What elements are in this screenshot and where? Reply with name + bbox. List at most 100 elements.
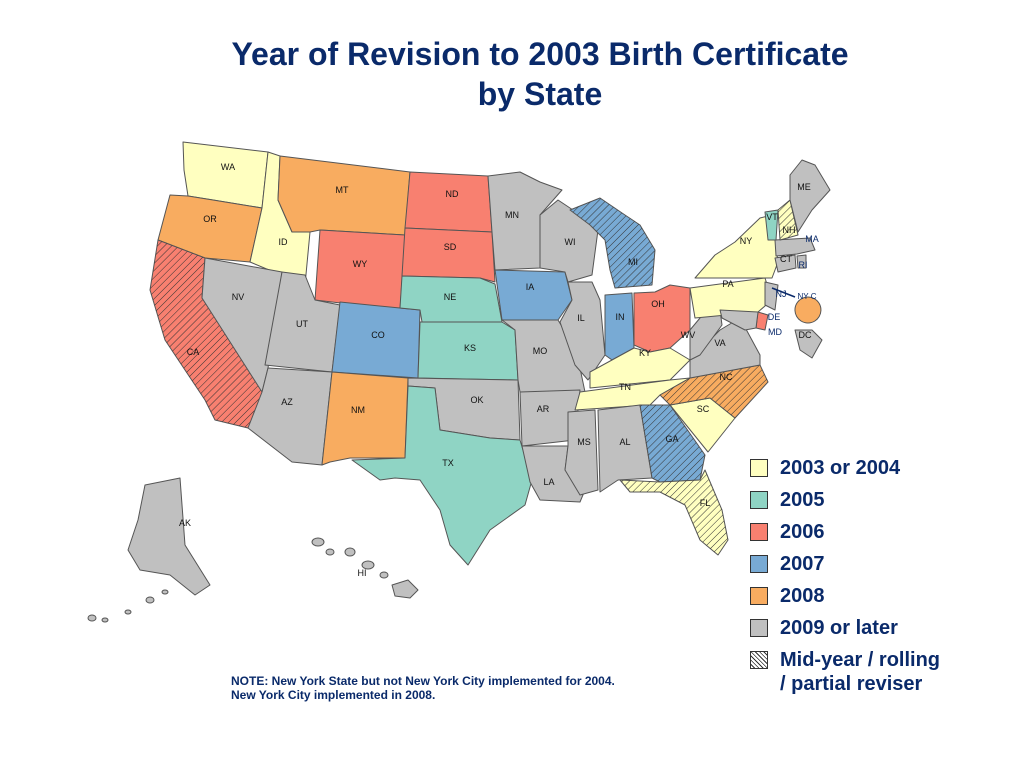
state-nyc: [794, 296, 822, 324]
legend-label: 2009 or later: [780, 617, 898, 639]
state-label-wy: WY: [353, 259, 368, 269]
state-label-ky: KY: [639, 348, 651, 358]
state-label-vt: VT: [766, 212, 778, 222]
state-label-ny: NY: [740, 236, 753, 246]
state-il: [559, 281, 606, 381]
legend-swatch: [750, 651, 768, 669]
state-ct: [774, 254, 797, 273]
title-line-1: Year of Revision to 2003 Birth Certifica…: [231, 36, 849, 72]
aleutian-island-4: [161, 589, 169, 595]
legend-item: 2003 or 2004: [750, 456, 1020, 480]
state-label-co: CO: [371, 330, 385, 340]
state-label-ks: KS: [464, 343, 476, 353]
state-pa: [689, 277, 773, 319]
state-md: [719, 309, 759, 331]
state-sd: [401, 227, 496, 283]
state-label-az: AZ: [281, 397, 293, 407]
legend-label: 2006: [780, 521, 825, 543]
state-fl-hatch: [620, 470, 728, 555]
state-ca-hatch: [150, 240, 268, 428]
state-label-nc: NC: [720, 372, 733, 382]
state-dc: [794, 329, 823, 359]
state-label-nyc: NY C: [798, 292, 817, 301]
legend-swatch: [750, 587, 768, 605]
legend-item: 2007: [750, 552, 1020, 576]
state-label-wa: WA: [221, 162, 235, 172]
state-label-mn: MN: [505, 210, 519, 220]
state-label-oh: OH: [651, 299, 665, 309]
state-label-in: IN: [616, 312, 625, 322]
legend-label: 2008: [780, 585, 825, 607]
state-label-la: LA: [543, 477, 554, 487]
legend-swatch: [750, 619, 768, 637]
state-label-fl: FL: [700, 498, 711, 508]
state-label-ar: AR: [537, 404, 550, 414]
state-tx: [351, 385, 533, 566]
state-label-id: ID: [279, 237, 289, 247]
hawaii-island-1: [325, 548, 335, 556]
state-label-nv: NV: [232, 292, 245, 302]
state-ga-hatch: [640, 405, 705, 482]
state-label-pa: PA: [722, 279, 733, 289]
state-label-nj: NJ: [776, 289, 787, 299]
legend-item: 2008: [750, 584, 1020, 608]
note-line-1: NOTE: New York State but not New York Ci…: [231, 674, 615, 688]
state-oh: [633, 284, 691, 353]
legend-item: 2006: [750, 520, 1020, 544]
state-label-sd: SD: [444, 242, 457, 252]
state-label-va: VA: [714, 338, 725, 348]
legend-label: 2003 or 2004: [780, 457, 901, 479]
state-label-sc: SC: [697, 404, 710, 414]
aleutian-island-1: [101, 617, 109, 623]
aleutian-island-3: [145, 596, 155, 604]
state-label-tn: TN: [619, 382, 631, 392]
state-label-nh: NH: [783, 225, 796, 235]
map-title: Year of Revision to 2003 Birth Certifica…: [140, 34, 940, 114]
legend-label: Mid-year / rolling / partial reviser: [780, 649, 941, 695]
legend-swatch: [750, 459, 768, 477]
state-or: [157, 194, 263, 263]
state-vt: [764, 209, 779, 241]
state-label-ut: UT: [296, 319, 308, 329]
legend-item: 2005: [750, 488, 1020, 512]
hawaii-island-2: [344, 547, 356, 557]
note-line-2: New York City implemented in 2008.: [231, 688, 436, 702]
state-va: [689, 317, 761, 379]
state-label-nm: NM: [351, 405, 365, 415]
aleutian-island-0: [87, 614, 97, 622]
legend-swatch: [750, 523, 768, 541]
state-al: [597, 404, 653, 493]
state-label-ri: RI: [799, 260, 808, 270]
state-ma: [774, 237, 816, 257]
state-label-wv: WV: [681, 330, 696, 340]
state-label-de: DE: [768, 312, 781, 322]
hawaii-island-3: [361, 560, 375, 570]
legend-swatch: [750, 491, 768, 509]
footnote: NOTE: New York State but not New York Ci…: [231, 674, 711, 702]
state-label-ms: MS: [577, 437, 591, 447]
state-mi-hatch: [570, 198, 655, 288]
title-line-2: by State: [477, 76, 603, 112]
state-ky: [589, 347, 691, 389]
legend-item: 2009 or later: [750, 616, 1020, 640]
state-label-ok: OK: [470, 395, 483, 405]
state-label-mt: MT: [336, 185, 349, 195]
state-label-ca: CA: [187, 347, 200, 357]
state-label-mi: MI: [628, 257, 638, 267]
state-label-tx: TX: [442, 458, 454, 468]
hawaii-island-4: [379, 571, 389, 579]
state-label-ia: IA: [526, 282, 535, 292]
state-label-il: IL: [577, 313, 585, 323]
legend-swatch: [750, 555, 768, 573]
state-label-or: OR: [203, 214, 217, 224]
state-mt: [277, 155, 411, 236]
state-label-ne: NE: [444, 292, 457, 302]
hawaii-island-0: [311, 537, 325, 547]
state-label-ct: CT: [780, 254, 792, 264]
state-label-nd: ND: [446, 189, 459, 199]
state-me: [789, 159, 831, 233]
legend-item: Mid-year / rolling / partial reviser: [750, 648, 1020, 696]
state-label-dc: DC: [799, 330, 812, 340]
state-ak: [127, 477, 211, 596]
